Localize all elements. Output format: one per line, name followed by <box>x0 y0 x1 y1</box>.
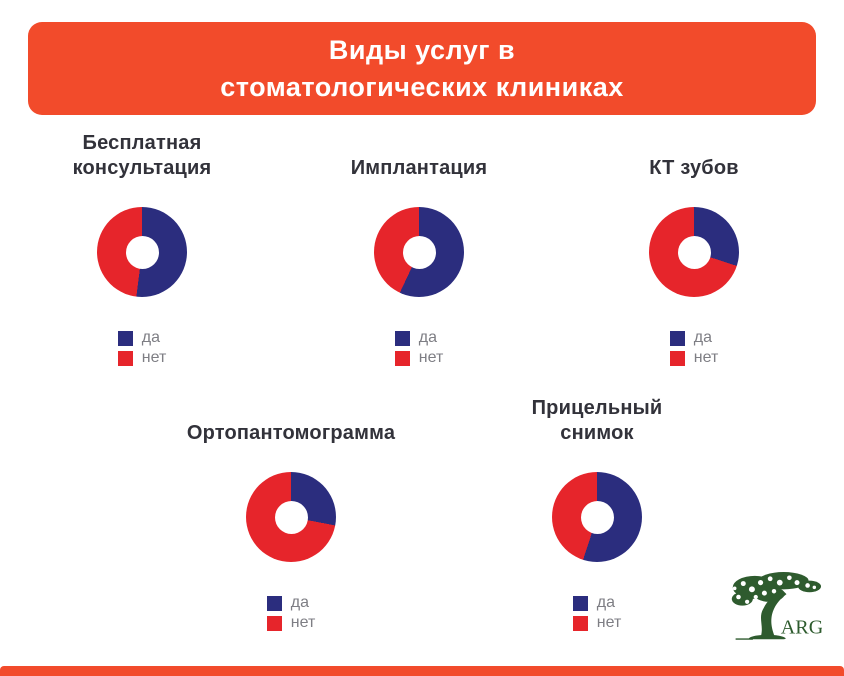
chart-card-free-consultation: Бесплатная консультация да нет <box>2 125 282 366</box>
legend-free-consultation: да нет <box>117 329 167 366</box>
legend-row-yes: да <box>266 594 309 611</box>
chart-card-targeted-xray: Прицельный снимок да нет <box>457 390 737 631</box>
chart-title-line: Имплантация <box>350 157 488 179</box>
chart-card-orthopantomogram: Ортопантомограмма да нет <box>151 390 431 631</box>
legend-label-no: нет <box>693 349 719 366</box>
chart-title-line: Бесплатная <box>82 132 202 154</box>
legend-row-yes: да <box>572 594 615 611</box>
legend-swatch-no <box>117 350 133 366</box>
legend-orthopantomogram: да нет <box>266 594 316 631</box>
arg-logo-text: ARG <box>781 616 822 638</box>
donut-chart-targeted-xray <box>552 472 642 562</box>
page-title-line-2: стоматологических клиниках <box>220 71 624 102</box>
legend-swatch-yes <box>669 330 685 346</box>
legend-label-yes: да <box>596 594 615 611</box>
legend-swatch-no <box>394 350 410 366</box>
legend-row-no: нет <box>572 614 622 631</box>
header-banner: Виды услуг в стоматологических клиниках <box>28 22 816 115</box>
legend-ct-teeth: да нет <box>669 329 719 366</box>
chart-title-line: консультация <box>72 157 212 179</box>
chart-title-targeted-xray: Прицельный снимок <box>532 390 663 446</box>
legend-swatch-yes <box>117 330 133 346</box>
legend-label-yes: да <box>290 594 309 611</box>
legend-swatch-no <box>266 615 282 631</box>
chart-title-orthopantomogram: Ортопантомограмма <box>187 390 395 446</box>
legend-label-no: нет <box>141 349 167 366</box>
chart-title-line: Ортопантомограмма <box>186 422 396 444</box>
legend-swatch-no <box>572 615 588 631</box>
legend-row-no: нет <box>117 349 167 366</box>
legend-row-yes: да <box>669 329 712 346</box>
chart-card-implantation: Имплантация да нет <box>279 125 559 366</box>
donut-chart-free-consultation <box>97 207 187 297</box>
legend-swatch-yes <box>394 330 410 346</box>
legend-label-no: нет <box>418 349 444 366</box>
chart-card-ct-teeth: КТ зубов да нет <box>554 125 834 366</box>
chart-title-ct-teeth: КТ зубов <box>649 125 739 181</box>
donut-chart-ct-teeth <box>649 207 739 297</box>
donut-chart-orthopantomogram <box>246 472 336 562</box>
page-title-line-1: Виды услуг в <box>328 34 516 65</box>
arg-logo: ARG <box>726 570 823 648</box>
legend-label-yes: да <box>693 329 712 346</box>
chart-title-line: КТ зубов <box>649 157 739 179</box>
legend-targeted-xray: да нет <box>572 594 622 631</box>
chart-title-implantation: Имплантация <box>351 125 488 181</box>
legend-swatch-yes <box>572 595 588 611</box>
legend-label-no: нет <box>596 614 622 631</box>
legend-label-yes: да <box>141 329 160 346</box>
legend-row-no: нет <box>266 614 316 631</box>
legend-row-yes: да <box>394 329 437 346</box>
footer-bar <box>0 666 844 676</box>
legend-label-yes: да <box>418 329 437 346</box>
legend-swatch-no <box>669 350 685 366</box>
donut-chart-implantation <box>374 207 464 297</box>
legend-row-yes: да <box>117 329 160 346</box>
legend-row-no: нет <box>394 349 444 366</box>
chart-title-line: снимок <box>560 422 634 444</box>
arg-tree-icon: ARG <box>731 572 823 640</box>
legend-swatch-yes <box>266 595 282 611</box>
chart-title-line: Прицельный <box>531 397 663 419</box>
legend-label-no: нет <box>290 614 316 631</box>
legend-implantation: да нет <box>394 329 444 366</box>
chart-title-free-consultation: Бесплатная консультация <box>73 125 212 181</box>
legend-row-no: нет <box>669 349 719 366</box>
